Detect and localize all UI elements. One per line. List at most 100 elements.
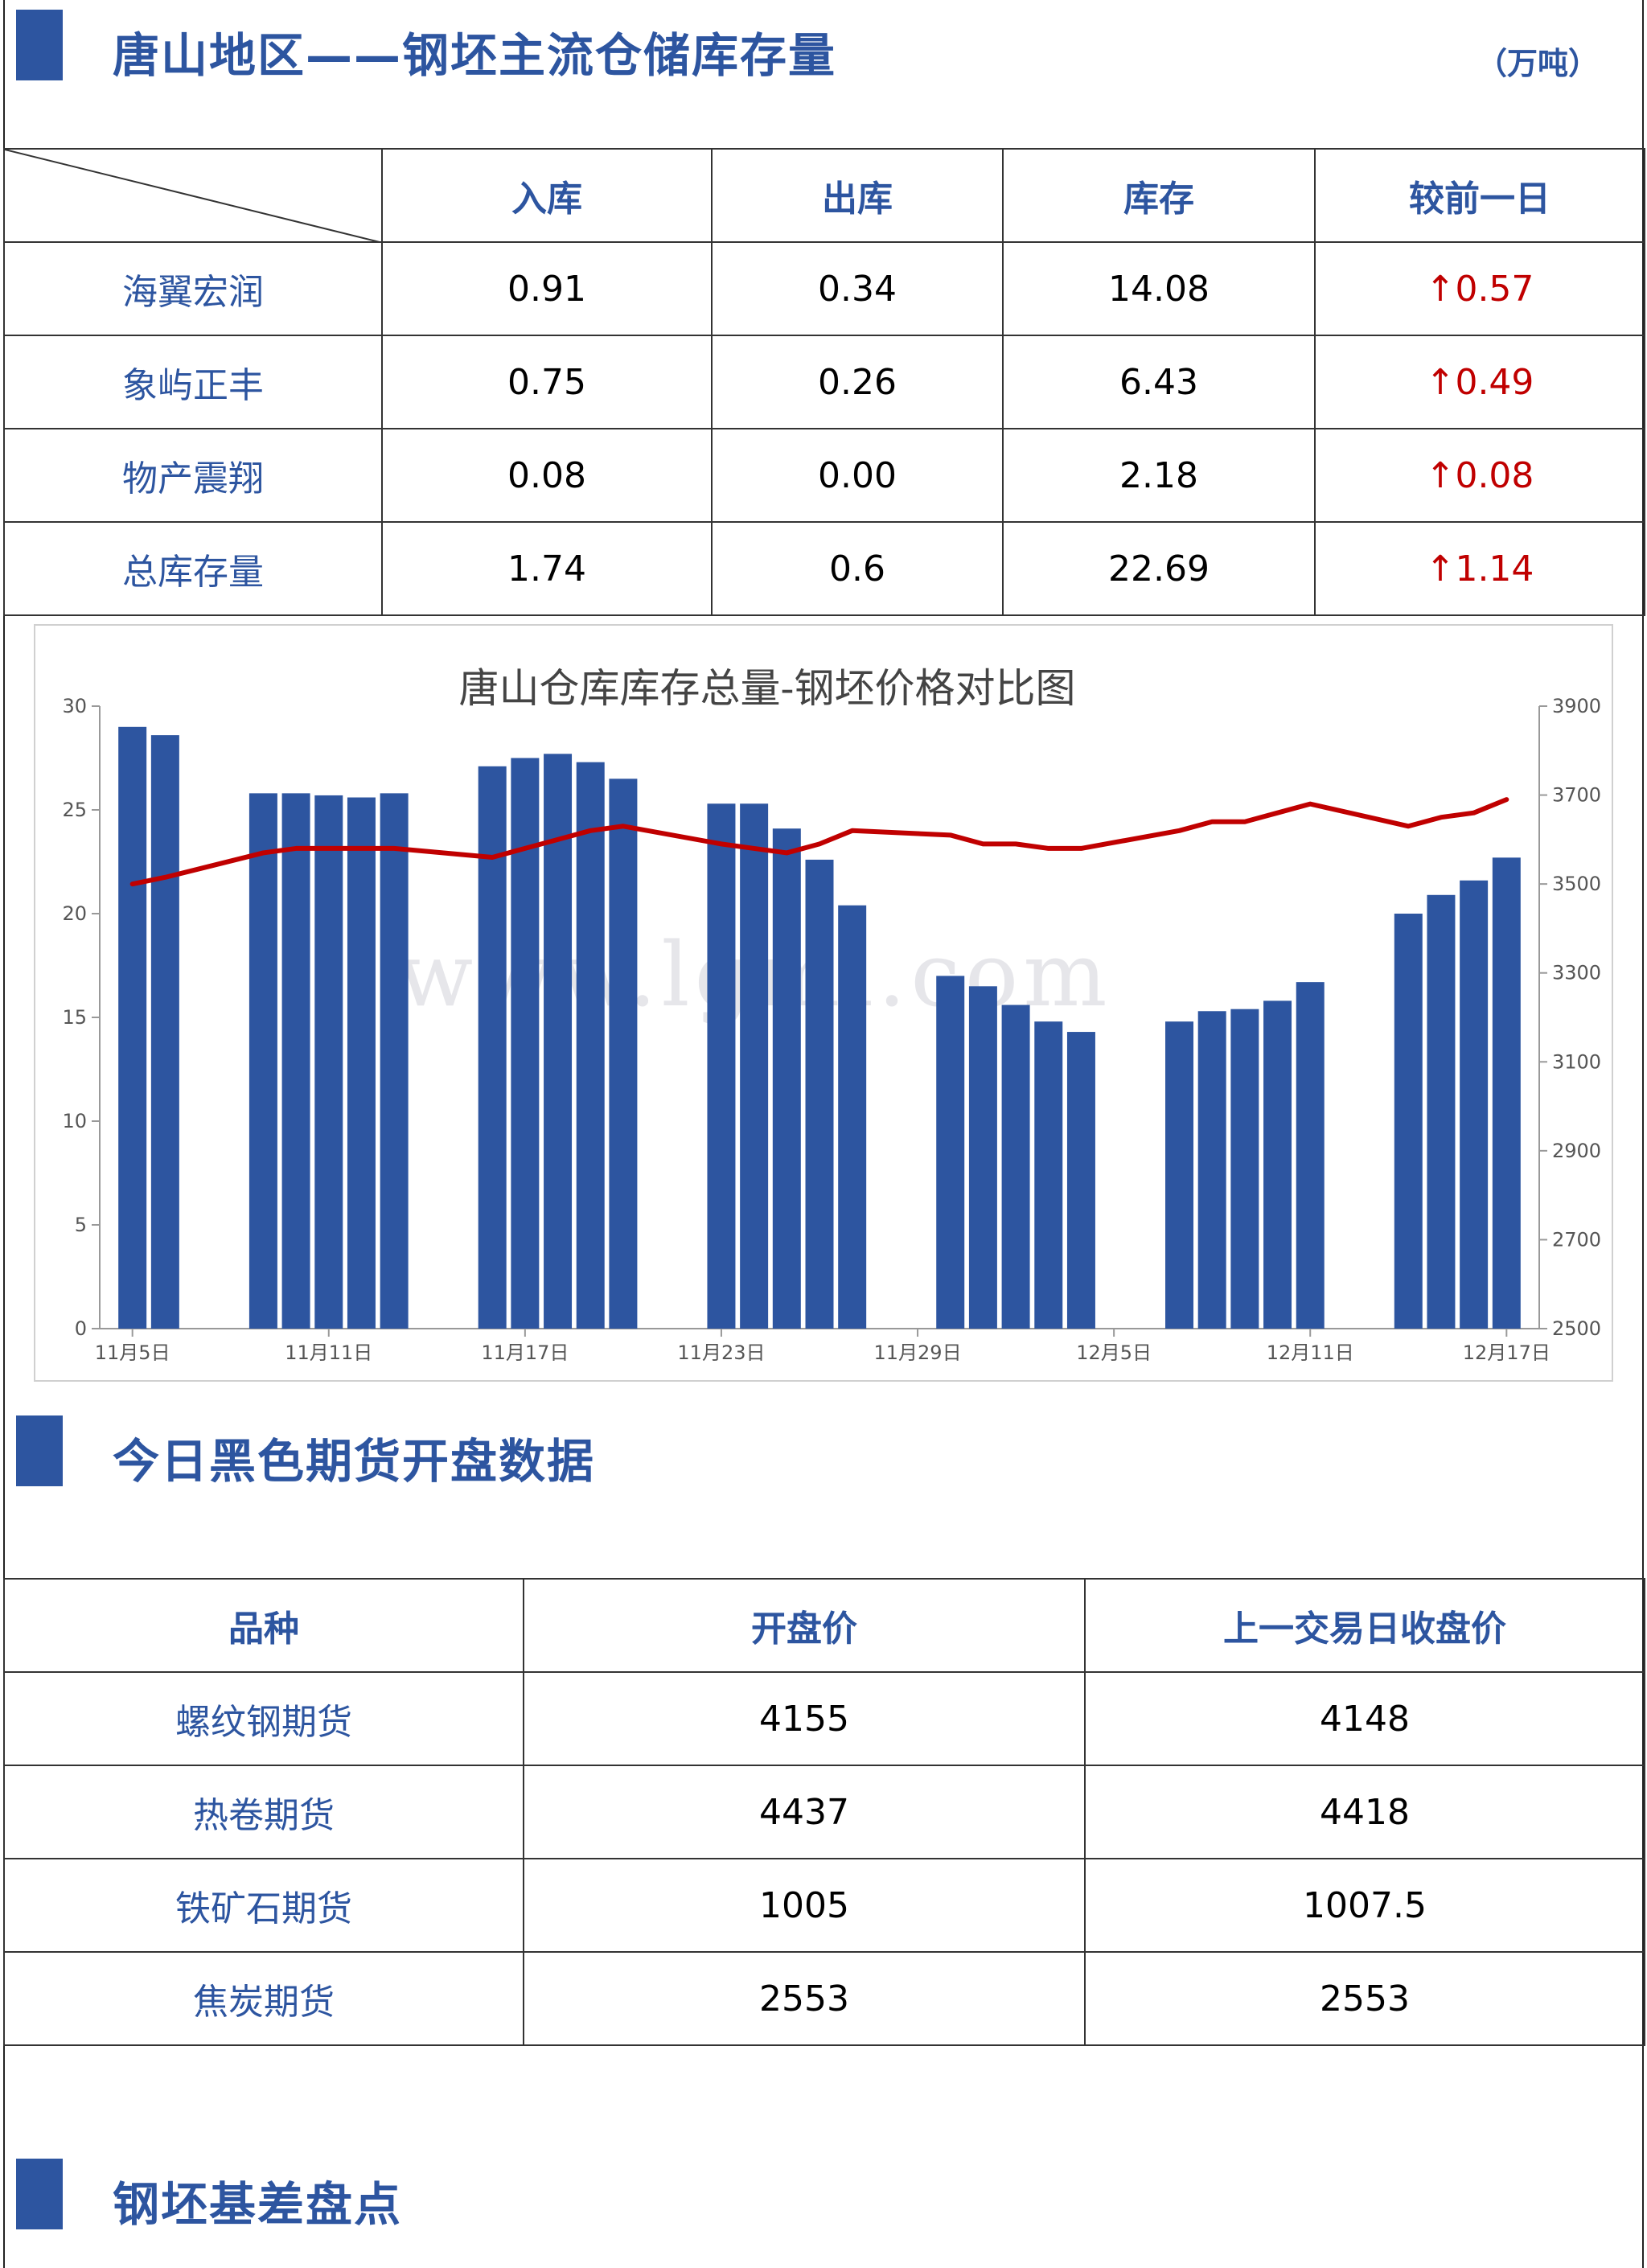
- prev-close-value: 1007.5: [1084, 1858, 1645, 1953]
- inventory-bar: [609, 779, 638, 1329]
- stock-value: 14.08: [1002, 241, 1316, 336]
- x-axis-tick-label: 12月17日: [1463, 1341, 1550, 1364]
- right-axis-tick-label: 2900: [1552, 1140, 1601, 1162]
- right-axis-tick-label: 3900: [1552, 695, 1601, 717]
- inventory-bar: [1263, 1000, 1292, 1329]
- out-value: 0.6: [711, 521, 1004, 616]
- prev-close-value: 4148: [1084, 1671, 1645, 1766]
- table-row: 物产震翔 0.08 0.00 2.18 ↑0.08: [3, 428, 1645, 523]
- left-axis-tick-label: 5: [75, 1214, 87, 1236]
- inventory-bar: [1066, 1032, 1095, 1329]
- out-value: 0.34: [711, 241, 1004, 336]
- column-header-stock: 库存: [1002, 148, 1316, 243]
- in-value: 0.91: [381, 241, 713, 336]
- chart-canvas: 0 5 10 15 20 25 30 2500 2700 2900 3100 3300 3500 3700…: [62, 695, 1601, 1364]
- left-axis-tick-label: 25: [62, 799, 87, 821]
- inventory-bar: [281, 793, 310, 1329]
- x-axis-tick-label: 12月5日: [1076, 1341, 1152, 1364]
- x-axis-tick-label: 11月11日: [285, 1341, 372, 1364]
- inventory-bar: [1034, 1021, 1063, 1329]
- section-header-futures: 今日黑色期货开盘数据: [0, 1406, 1647, 1489]
- stock-value: 2.18: [1002, 428, 1316, 523]
- inventory-bar: [1296, 982, 1325, 1329]
- left-axis-tick-label: 0: [75, 1317, 87, 1340]
- chart-title: 唐山仓库库存总量-钢坯价格对比图: [458, 665, 1076, 712]
- x-axis-tick-label: 11月5日: [95, 1341, 170, 1364]
- inventory-bar: [1230, 1009, 1259, 1329]
- inventory-table: 入库 出库 库存 较前一日 海翼宏润 0.91 0.34 14.08 ↑0.57…: [3, 148, 1645, 616]
- stock-value: 6.43: [1002, 335, 1316, 429]
- column-header-out: 出库: [711, 148, 1004, 243]
- inventory-bar: [805, 859, 834, 1329]
- in-value: 1.74: [381, 521, 713, 616]
- warehouse-name: 海翼宏润: [3, 241, 383, 336]
- right-axis-tick-label: 3100: [1552, 1050, 1601, 1073]
- left-axis-tick-label: 30: [62, 695, 87, 717]
- inventory-bar: [380, 793, 409, 1329]
- variety-name: 铁矿石期货: [3, 1858, 524, 1953]
- column-header-open: 开盘价: [523, 1578, 1086, 1673]
- table-row: 铁矿石期货 1005 1007.5: [3, 1858, 1645, 1953]
- left-axis-tick-label: 20: [62, 902, 87, 925]
- table-header-row: 入库 出库 库存 较前一日: [3, 148, 1645, 243]
- right-axis-tick-label: 2500: [1552, 1317, 1601, 1340]
- page-frame: [3, 0, 1644, 2268]
- in-value: 0.75: [381, 335, 713, 429]
- variety-name: 热卷期货: [3, 1765, 524, 1859]
- inventory-bar: [1001, 1005, 1030, 1329]
- inventory-bar: [118, 726, 147, 1329]
- x-axis-tick-label: 11月23日: [677, 1341, 765, 1364]
- column-header-change: 较前一日: [1314, 148, 1645, 243]
- x-axis-tick-label: 11月29日: [874, 1341, 962, 1364]
- right-axis-tick-label: 3300: [1552, 962, 1601, 984]
- left-axis-tick-label: 10: [62, 1110, 87, 1132]
- inventory-bar: [544, 754, 573, 1329]
- inventory-bar: [1460, 880, 1489, 1329]
- inventory-bar: [772, 828, 801, 1329]
- column-header-in: 入库: [381, 148, 713, 243]
- warehouse-name: 象屿正丰: [3, 335, 383, 429]
- table-row: 象屿正丰 0.75 0.26 6.43 ↑0.49: [3, 335, 1645, 429]
- open-value: 4155: [523, 1671, 1086, 1766]
- table-row: 螺纹钢期货 4155 4148: [3, 1671, 1645, 1766]
- open-value: 2553: [523, 1951, 1086, 2046]
- inventory-bar: [707, 803, 736, 1329]
- diagonal-header-cell: [3, 148, 383, 243]
- diagonal-line: [6, 150, 377, 240]
- right-axis-tick-label: 2700: [1552, 1228, 1601, 1251]
- section-title: 钢坯基差盘点: [113, 2177, 403, 2232]
- table-header-row: 品种 开盘价 上一交易日收盘价: [3, 1578, 1645, 1673]
- inventory-bar: [838, 905, 867, 1329]
- futures-table: 品种 开盘价 上一交易日收盘价 螺纹钢期货 4155 4148 热卷期货 443…: [3, 1578, 1645, 2046]
- inventory-bar: [968, 986, 997, 1329]
- inventory-price-chart: www.lgmi.com 唐山仓库库存总量-钢坯价格对比图 0510152025…: [34, 624, 1613, 1382]
- change-value: ↑0.57: [1314, 241, 1645, 336]
- section-title: 唐山地区——钢坯主流仓储库存量: [113, 28, 837, 83]
- open-value: 1005: [523, 1858, 1086, 1953]
- x-axis-tick-label: 12月11日: [1267, 1341, 1354, 1364]
- open-value: 4437: [523, 1765, 1086, 1859]
- inventory-bar: [1197, 1011, 1226, 1329]
- inventory-bar: [248, 793, 277, 1329]
- table-row: 热卷期货 4437 4418: [3, 1765, 1645, 1859]
- column-header-variety: 品种: [3, 1578, 524, 1673]
- table-row: 总库存量 1.74 0.6 22.69 ↑1.14: [3, 521, 1645, 616]
- left-axis-tick-label: 15: [62, 1006, 87, 1029]
- warehouse-name: 总库存量: [3, 521, 383, 616]
- inventory-bar: [314, 795, 343, 1329]
- table-row: 海翼宏润 0.91 0.34 14.08 ↑0.57: [3, 241, 1645, 336]
- section-header-inventory: 唐山地区——钢坯主流仓储库存量 （万吨）: [0, 0, 1647, 83]
- out-value: 0.26: [711, 335, 1004, 429]
- inventory-bar: [347, 797, 376, 1329]
- warehouse-name: 物产震翔: [3, 428, 383, 523]
- section-marker: [16, 1415, 63, 1486]
- in-value: 0.08: [381, 428, 713, 523]
- right-axis-tick-label: 3500: [1552, 873, 1601, 895]
- change-value: ↑0.08: [1314, 428, 1645, 523]
- table-row: 焦炭期货 2553 2553: [3, 1951, 1645, 2046]
- unit-label: （万吨）: [1476, 46, 1599, 81]
- change-value: ↑1.14: [1314, 521, 1645, 616]
- section-title: 今日黑色期货开盘数据: [113, 1434, 596, 1489]
- inventory-bar: [740, 803, 769, 1329]
- inventory-bar: [576, 762, 605, 1329]
